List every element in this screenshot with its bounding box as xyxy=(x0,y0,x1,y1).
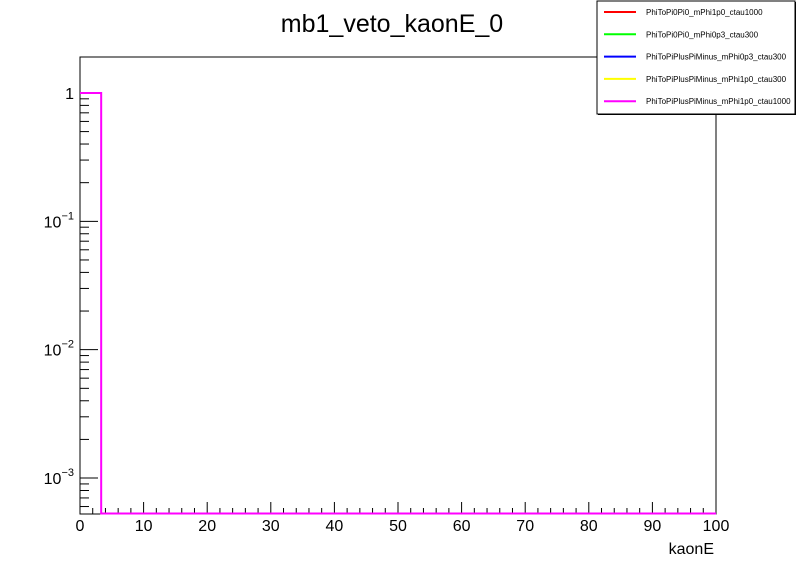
legend-entry-label: PhiToPi0Pi0_mPhi0p3_ctau300 xyxy=(646,30,759,39)
legend-entry-label: PhiToPi0Pi0_mPhi1p0_ctau1000 xyxy=(646,8,763,17)
x-tick-label: 0 xyxy=(76,518,85,535)
legend: PhiToPi0Pi0_mPhi1p0_ctau1000 PhiToPi0Pi0_… xyxy=(596,0,796,115)
y-axis-ticks: 1 10−1 10−2 10−3 xyxy=(44,86,98,508)
histogram-bars xyxy=(80,91,716,515)
x-tick-label: 30 xyxy=(262,518,280,535)
x-tick-label: 70 xyxy=(516,518,534,535)
x-tick-label: 90 xyxy=(644,518,662,535)
x-tick-label: 10 xyxy=(135,518,153,535)
x-tick-label: 40 xyxy=(326,518,344,535)
x-axis-ticks: 0 10 20 30 40 50 60 70 80 90 100 xyxy=(76,502,730,535)
x-tick-label: 60 xyxy=(453,518,471,535)
legend-entry-label: PhiToPiPlusPiMinus_mPhi1p0_ctau1000 xyxy=(646,97,791,106)
y-tick-label: 10−2 xyxy=(44,339,74,360)
x-tick-label: 20 xyxy=(198,518,216,535)
x-tick-label: 50 xyxy=(389,518,407,535)
x-tick-label: 80 xyxy=(580,518,598,535)
x-tick-label: 100 xyxy=(703,518,730,535)
y-tick-label: 1 xyxy=(65,86,74,103)
legend-entry-label: PhiToPiPlusPiMinus_mPhi1p0_ctau300 xyxy=(646,75,787,84)
histogram-bin xyxy=(80,91,716,515)
y-tick-label: 10−3 xyxy=(44,467,74,488)
plot-frame xyxy=(79,56,717,515)
chart-title: mb1_veto_kaonE_0 xyxy=(281,10,503,38)
legend-entry-label: PhiToPiPlusPiMinus_mPhi0p3_ctau300 xyxy=(646,53,787,62)
x-axis-label: kaonE xyxy=(669,541,714,558)
y-tick-label: 10−1 xyxy=(44,210,74,231)
